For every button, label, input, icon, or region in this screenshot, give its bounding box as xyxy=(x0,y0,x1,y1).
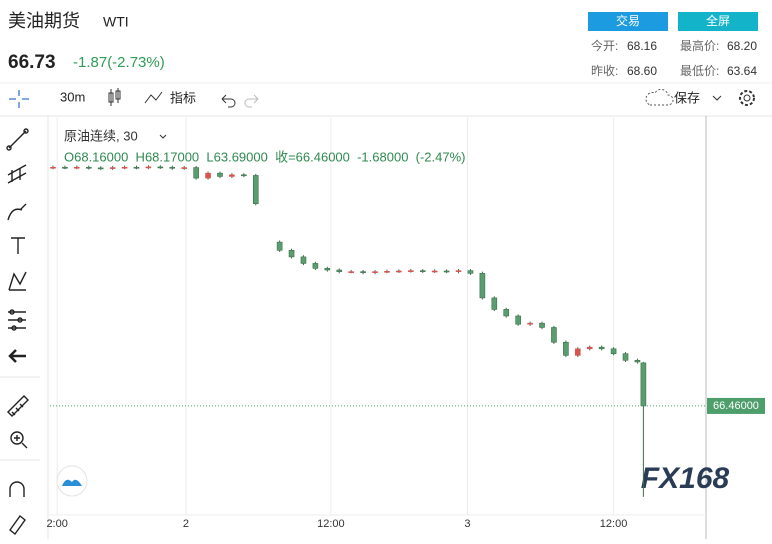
logo-badge[interactable] xyxy=(56,465,88,497)
stat-value: 68.60 xyxy=(627,64,657,78)
candle-body xyxy=(324,268,331,271)
candle-body xyxy=(241,174,247,177)
candle-body xyxy=(640,362,647,407)
trade-button[interactable] xyxy=(588,12,668,31)
candle-body xyxy=(467,270,474,274)
candle-body xyxy=(634,359,641,363)
x-tick-label: 2:00 xyxy=(46,518,67,530)
candle-body xyxy=(539,322,545,328)
interval[interactable]: 30m xyxy=(60,89,85,104)
candle-body xyxy=(133,166,140,169)
candle-body xyxy=(157,166,164,169)
stat-label: 昨收: xyxy=(591,64,618,78)
settings-icon[interactable] xyxy=(739,90,755,106)
candle-body xyxy=(217,172,223,177)
fullscreen-label[interactable]: 全屏 xyxy=(706,13,730,28)
candle-body xyxy=(396,270,402,273)
candle-body xyxy=(121,166,128,169)
candle-body xyxy=(479,272,486,299)
candle-body xyxy=(455,270,462,272)
stat-value: 68.20 xyxy=(727,39,757,53)
last-price-label: 66.46000 xyxy=(713,400,759,412)
x-tick-label: 12:00 xyxy=(317,518,345,530)
instrument-name: 美油期货 xyxy=(8,11,80,31)
x-tick-label: 12:00 xyxy=(600,518,628,530)
candle-body xyxy=(384,271,390,273)
redo-icon xyxy=(244,94,259,108)
candle-body xyxy=(586,346,593,350)
candle-body xyxy=(74,166,80,169)
candle-body xyxy=(408,270,414,272)
last-price-box xyxy=(707,397,765,414)
legend-title: 原油连续, 30 xyxy=(64,128,138,143)
candle-body xyxy=(443,270,450,273)
stat-value: 63.64 xyxy=(727,64,757,78)
save[interactable]: 保存 xyxy=(674,90,700,105)
x-tick-label: 2 xyxy=(183,518,189,530)
candle-body xyxy=(491,297,498,310)
candle-body xyxy=(598,346,605,350)
candle-body xyxy=(145,166,152,169)
indicators[interactable]: 指标 xyxy=(170,90,196,105)
candle-body xyxy=(109,167,116,169)
stat-label: 今开: xyxy=(591,38,618,53)
candle-body xyxy=(336,269,343,272)
candle-body xyxy=(252,175,259,204)
symbol: WTI xyxy=(103,14,129,30)
candle-body xyxy=(503,309,510,317)
trade-label[interactable]: 交易 xyxy=(616,13,640,28)
candle-body xyxy=(622,353,629,361)
undo-icon[interactable] xyxy=(221,94,236,108)
candle-body xyxy=(360,271,366,273)
candle-body xyxy=(610,348,617,355)
indicator-icon[interactable] xyxy=(144,91,163,104)
dropdown-icon[interactable] xyxy=(712,95,722,101)
candle-body xyxy=(288,250,295,258)
fullscreen-button[interactable] xyxy=(678,12,758,31)
watermark: FX168 xyxy=(641,462,730,495)
candle-body xyxy=(563,341,569,356)
candle-body xyxy=(574,348,581,356)
candle-body xyxy=(205,172,211,179)
change: -1.87(-2.73%) xyxy=(73,54,165,71)
candle-body xyxy=(193,167,199,179)
stat-value: 68.16 xyxy=(627,39,657,53)
candle-body xyxy=(515,315,521,325)
candle-body xyxy=(312,263,319,269)
candle-body xyxy=(551,327,557,343)
crosshair-icon[interactable] xyxy=(9,90,29,108)
candle-body xyxy=(97,167,104,170)
x-tick-label: 3 xyxy=(464,518,470,530)
logo-icon[interactable] xyxy=(62,479,82,486)
candle-body xyxy=(431,270,438,273)
legend-dropdown[interactable] xyxy=(159,134,167,139)
candle-body xyxy=(181,167,187,169)
candle-body xyxy=(527,322,533,325)
price: 66.73 xyxy=(8,52,56,73)
tool-icons[interactable] xyxy=(0,128,40,536)
candle-icon[interactable] xyxy=(108,88,121,106)
candle-body xyxy=(85,166,92,169)
settings-icon-core[interactable] xyxy=(743,94,751,102)
candle-body xyxy=(419,270,426,272)
legend-ohlc: O68.16000 H68.17000 L63.69000 收=66.46000… xyxy=(64,149,466,164)
candle-body xyxy=(276,241,283,251)
stat-label: 最高价: xyxy=(680,38,719,53)
stat-label: 最低价: xyxy=(680,64,719,78)
candle-body xyxy=(300,256,307,264)
candle-body xyxy=(348,271,354,273)
candle-body xyxy=(169,166,176,169)
cloud-icon[interactable] xyxy=(645,88,674,106)
candle-body xyxy=(50,166,56,169)
candle-body xyxy=(62,166,68,169)
candle-body xyxy=(229,174,235,177)
candle-body xyxy=(372,271,378,273)
